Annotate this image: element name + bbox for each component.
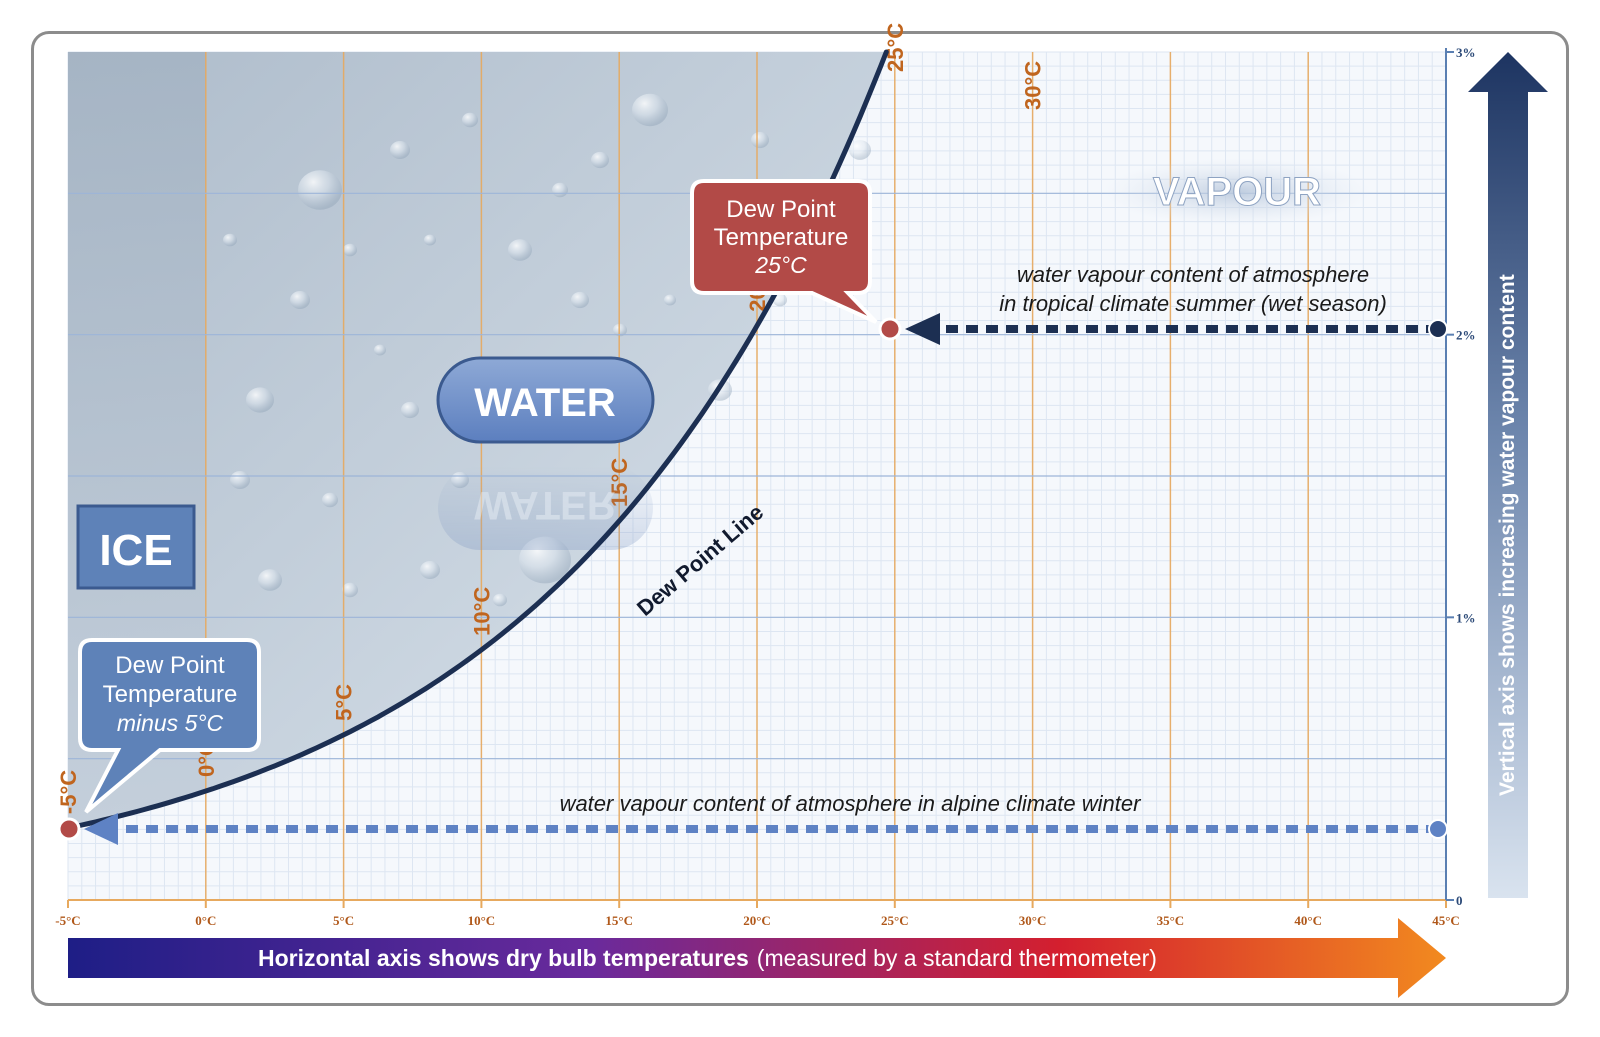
callout-dew-point-25: Dew Point Temperature 25°C xyxy=(690,179,878,324)
callout-low-line2: Temperature xyxy=(103,681,238,708)
water-droplet xyxy=(342,582,358,598)
water-droplet xyxy=(298,170,342,210)
callout-low-value: minus 5°C xyxy=(117,710,224,736)
y-tick-label: 1% xyxy=(1456,610,1476,625)
vapour-label: VAPOUR xyxy=(1153,170,1321,214)
water-droplet xyxy=(613,323,627,337)
dew-point-marker-25 xyxy=(878,317,902,341)
isotherm-label: 30°C xyxy=(1021,61,1046,110)
isotherm-label: 10°C xyxy=(469,587,494,636)
water-droplet xyxy=(374,344,386,356)
water-label-pill xyxy=(436,356,655,444)
x-axis-arrow-shape xyxy=(68,918,1446,998)
water-droplet xyxy=(230,471,250,489)
water-droplet xyxy=(493,593,507,607)
vapour-glow xyxy=(1102,158,1372,226)
water-droplet xyxy=(258,569,282,591)
callout-high-bubble xyxy=(690,179,878,324)
water-droplet xyxy=(290,291,310,309)
water-droplet xyxy=(246,387,274,413)
water-droplet xyxy=(343,243,357,257)
y-axis-arrow-shape xyxy=(1468,52,1548,898)
ice-label-box xyxy=(76,504,196,590)
water-droplet xyxy=(390,141,410,159)
isotherm-label: 5°C xyxy=(332,684,357,721)
x-axis-ticks: -5°C 0°C 5°C 10°C 15°C 20°C 25°C 30°C 35°C 40°C 45… xyxy=(55,900,1460,928)
tropical-annotation-line2: in tropical climate summer (wet season) xyxy=(999,291,1387,316)
x-tick-label: 15°C xyxy=(605,913,633,928)
dew-point-marker-minus5 xyxy=(57,817,81,841)
callout-high-line2: Temperature xyxy=(714,224,849,251)
dew-point-curve xyxy=(65,49,889,831)
y-tick-label: 2% xyxy=(1456,328,1476,343)
callout-dew-point-minus5: Dew Point Temperature minus 5°C xyxy=(78,638,261,814)
water-label-reflection: WATER xyxy=(438,466,653,550)
water-droplet xyxy=(401,401,419,419)
tropical-arrow-head xyxy=(905,313,940,345)
isotherm-label: 25°C xyxy=(883,23,908,72)
x-tick-label: 30°C xyxy=(1019,913,1047,928)
water-droplet xyxy=(849,140,871,160)
water-droplet xyxy=(632,93,668,127)
y-tick-label: 0 xyxy=(1456,893,1463,908)
y-axis-title: Vertical axis shows increasing water vap… xyxy=(1496,274,1519,796)
water-droplet xyxy=(591,151,609,169)
x-axis-title-bold: Horizontal axis shows dry bulb temperatu… xyxy=(258,945,749,971)
x-tick-label: 45°C xyxy=(1432,913,1460,928)
x-axis-title-normal: (measured by a standard thermometer) xyxy=(757,945,1157,971)
water-droplet xyxy=(424,234,436,246)
x-tick-label: 40°C xyxy=(1294,913,1322,928)
water-droplet xyxy=(552,182,568,198)
x-tick-label: -5°C xyxy=(55,913,80,928)
callout-low-line1: Dew Point xyxy=(115,652,225,679)
alpine-annotation: water vapour content of atmosphere in al… xyxy=(560,791,1143,816)
x-tick-label: 0°C xyxy=(195,913,216,928)
x-tick-label: 25°C xyxy=(881,913,909,928)
x-tick-label: 5°C xyxy=(333,913,354,928)
x-axis-arrow: Horizontal axis shows dry bulb temperatu… xyxy=(68,918,1446,998)
ice-region xyxy=(68,52,206,829)
alpine-arrow-head xyxy=(84,813,118,845)
y-axis-arrow: Vertical axis shows increasing water vap… xyxy=(1468,52,1548,898)
svg-text:WATER: WATER xyxy=(474,483,616,527)
y-axis-ticks: 0 1% 2% 3% xyxy=(1446,45,1476,908)
y-tick-label: 3% xyxy=(1456,45,1476,60)
water-label: WATER xyxy=(474,381,616,425)
water-droplet xyxy=(508,239,532,261)
x-axis-title: Horizontal axis shows dry bulb temperatu… xyxy=(258,945,1157,971)
isotherm-label: -5°C xyxy=(56,770,81,814)
tropical-origin-dot xyxy=(1428,319,1448,339)
ice-label: ICE xyxy=(99,526,172,575)
callout-high-line1: Dew Point xyxy=(726,196,836,223)
water-droplet xyxy=(773,293,787,307)
water-droplet xyxy=(664,294,676,306)
x-tick-label: 20°C xyxy=(743,913,771,928)
alpine-origin-dot xyxy=(1428,819,1448,839)
x-tick-label: 35°C xyxy=(1157,913,1185,928)
callout-low-bubble xyxy=(78,638,261,814)
water-droplet xyxy=(751,131,769,149)
callout-high-value: 25°C xyxy=(754,252,807,278)
water-droplet xyxy=(223,233,237,247)
tropical-annotation-line1: water vapour content of atmosphere xyxy=(1017,262,1369,287)
x-tick-label: 10°C xyxy=(468,913,496,928)
water-droplet xyxy=(462,112,478,128)
water-droplet xyxy=(420,561,440,579)
water-droplet xyxy=(571,291,589,309)
water-droplet xyxy=(322,492,338,508)
